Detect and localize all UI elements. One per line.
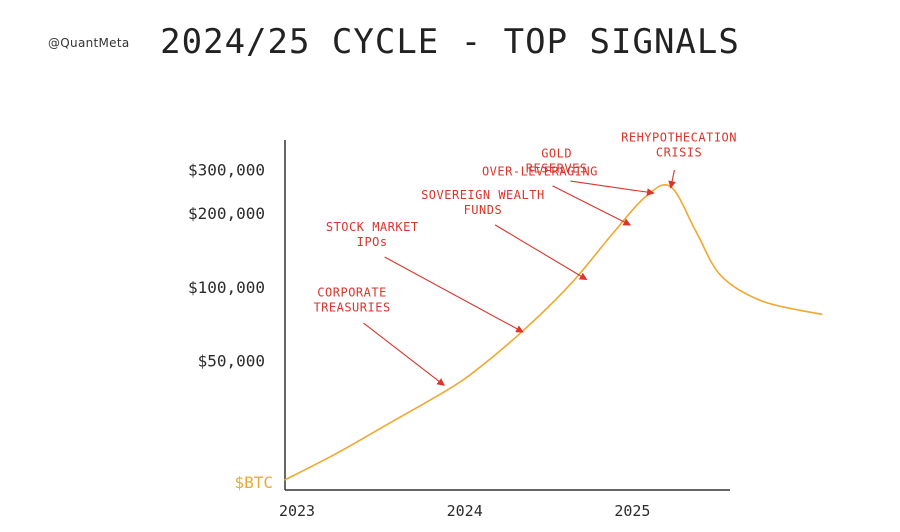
annotation-label: REHYPOTHECATION CRISIS <box>621 130 737 159</box>
x-tick-label: 2023 <box>279 502 315 520</box>
series-group <box>284 183 823 481</box>
annotation-line: STOCK MARKET <box>326 220 419 234</box>
annotation-line: REHYPOTHECATION <box>621 130 737 144</box>
y-tick-label: $100,000 <box>188 278 265 297</box>
annotation-arrow <box>552 185 632 226</box>
annotation-arrow <box>494 224 588 281</box>
annotation-arrow <box>363 322 445 386</box>
y-axis-label: $BTC <box>234 473 273 492</box>
author-handle: @QuantMeta <box>48 36 130 50</box>
x-tick-label: 2025 <box>614 502 650 520</box>
annotation-arrow <box>570 180 655 196</box>
y-tick-labels: $50,000 $100,000 $200,000 $300,000 <box>188 161 265 371</box>
y-tick-label: $50,000 <box>198 352 265 371</box>
btc-price-line <box>284 183 823 481</box>
y-tick-label: $200,000 <box>188 204 265 223</box>
y-tick-label: $300,000 <box>188 161 265 180</box>
chart-title: 2024/25 CYCLE - TOP SIGNALS <box>160 22 740 62</box>
annotation-label: STOCK MARKET IPOs <box>326 220 419 249</box>
annotation-line: RESERVES <box>526 161 588 175</box>
annotation-line: FUNDS <box>464 203 503 217</box>
annotation-line: CORPORATE <box>317 286 387 300</box>
annotation-line: OVER-LEVERAGING <box>482 164 598 178</box>
x-tick-label: 2024 <box>447 502 483 520</box>
annotation-line: GOLD <box>541 146 572 160</box>
annotation-label: SOVEREIGN WEALTH FUNDS <box>421 188 545 217</box>
annotation-arrow <box>384 256 524 333</box>
annotation-label: CORPORATE TREASURIES <box>313 286 390 315</box>
x-tick-labels: 2023 2024 2025 <box>279 502 651 520</box>
annotation-line: TREASURIES <box>313 301 390 315</box>
annotation-label: OVER-LEVERAGING <box>482 164 598 178</box>
annotation-line: IPOs <box>357 235 388 249</box>
annotation-label: GOLD RESERVES <box>526 146 588 175</box>
annotation-arrow <box>668 169 676 189</box>
annotation-line: SOVEREIGN WEALTH <box>421 188 545 202</box>
annotation-line: CRISIS <box>656 145 702 159</box>
